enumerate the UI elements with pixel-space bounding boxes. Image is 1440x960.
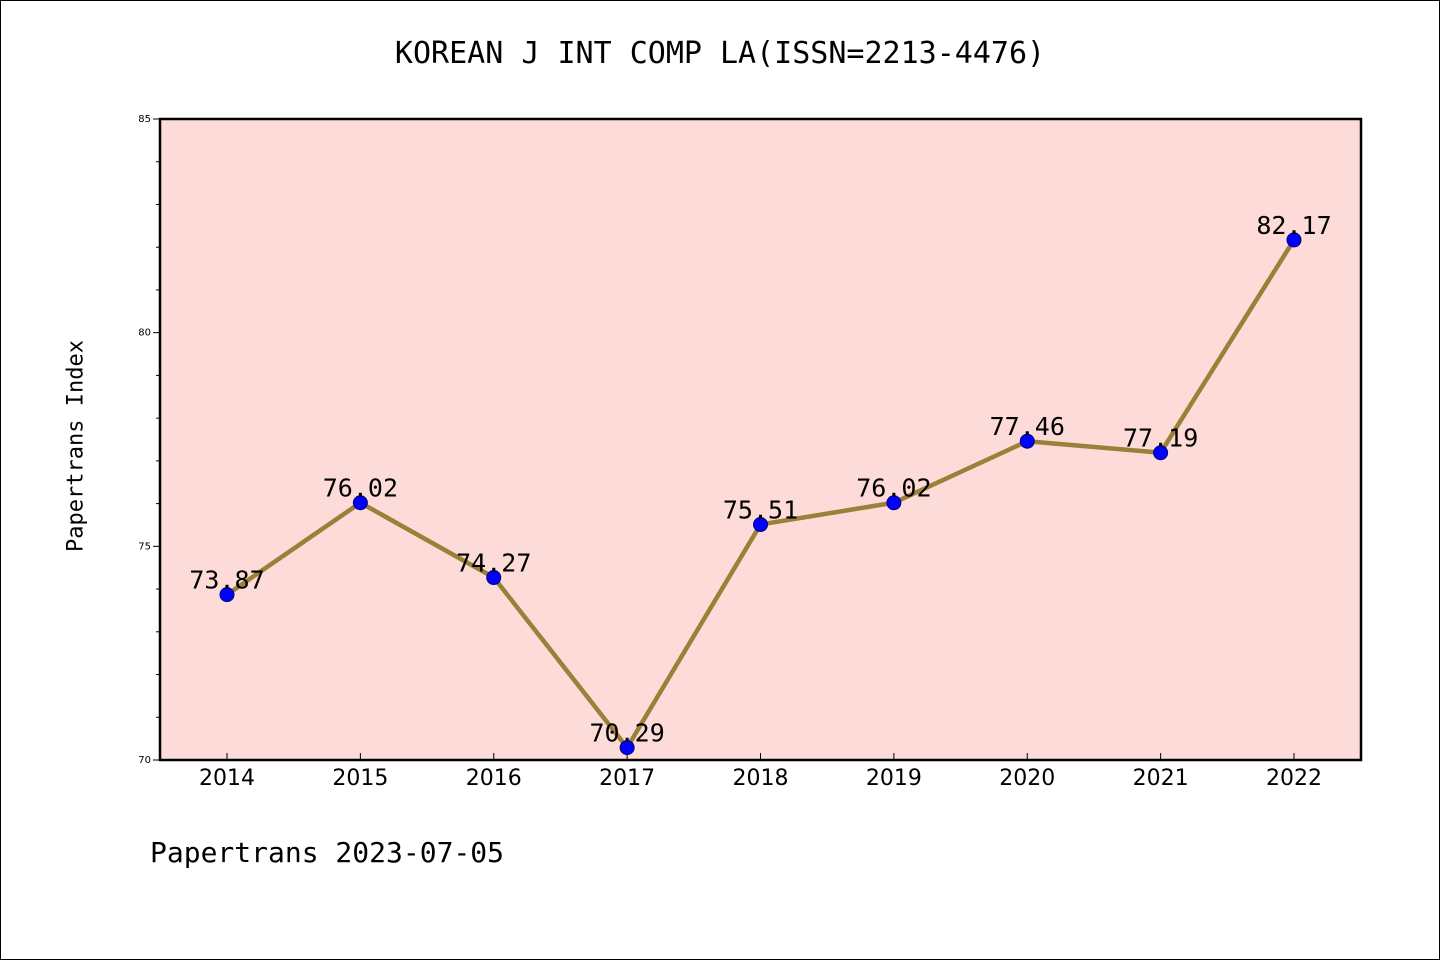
data-point-marker — [486, 570, 502, 586]
data-point-marker — [753, 517, 768, 533]
data-label: 82.17 — [1256, 211, 1331, 240]
data-label: 74.27 — [456, 549, 531, 578]
data-point-marker — [219, 587, 235, 603]
x-tick-label: 2020 — [999, 766, 1055, 791]
footer-note: Papertrans 2023-07-05 — [150, 836, 505, 869]
plot-area — [158, 117, 1363, 762]
x-tick-label: 2019 — [866, 766, 922, 791]
x-tick-label: 2022 — [1266, 766, 1322, 791]
data-label: 76.02 — [856, 474, 931, 503]
y-tick-label: 75 — [138, 541, 151, 552]
data-point-marker — [1019, 433, 1035, 449]
data-label: 77.19 — [1123, 424, 1198, 453]
x-tick-label: 2015 — [332, 766, 388, 791]
data-labels: 73.87 76.02 74.27 70.29 75.51 76.02 77.46 77.19… — [189, 211, 1331, 748]
y-tick-label: 85 — [138, 114, 151, 125]
x-tick-label: 2021 — [1133, 766, 1189, 791]
y-tick-label: 80 — [138, 328, 151, 339]
y-tick-label: 70 — [138, 755, 151, 766]
y-axis-ticks: 70 75 80 85 — [138, 114, 160, 766]
chart-title: KOREAN J INT COMP LA(ISSN=2213-4476) — [394, 36, 1046, 71]
data-markers — [219, 232, 1302, 756]
data-point-marker — [1153, 445, 1169, 461]
data-point-marker — [1286, 232, 1302, 248]
data-point-marker — [352, 495, 368, 511]
x-tick-label: 2017 — [599, 766, 655, 791]
data-point-marker — [886, 495, 902, 511]
data-label: 76.02 — [323, 474, 398, 503]
data-point-marker — [619, 740, 635, 756]
data-label: 75.51 — [723, 496, 798, 525]
x-tick-label: 2018 — [733, 766, 789, 791]
x-tick-label: 2014 — [199, 766, 255, 791]
data-label: 70.29 — [589, 719, 664, 748]
data-label: 77.46 — [990, 412, 1065, 441]
x-axis-ticks: 2014 2015 2016 2017 2018 2019 2020 2021 2022 — [199, 753, 1322, 791]
x-tick-label: 2016 — [466, 766, 522, 791]
data-label: 73.87 — [189, 566, 264, 595]
